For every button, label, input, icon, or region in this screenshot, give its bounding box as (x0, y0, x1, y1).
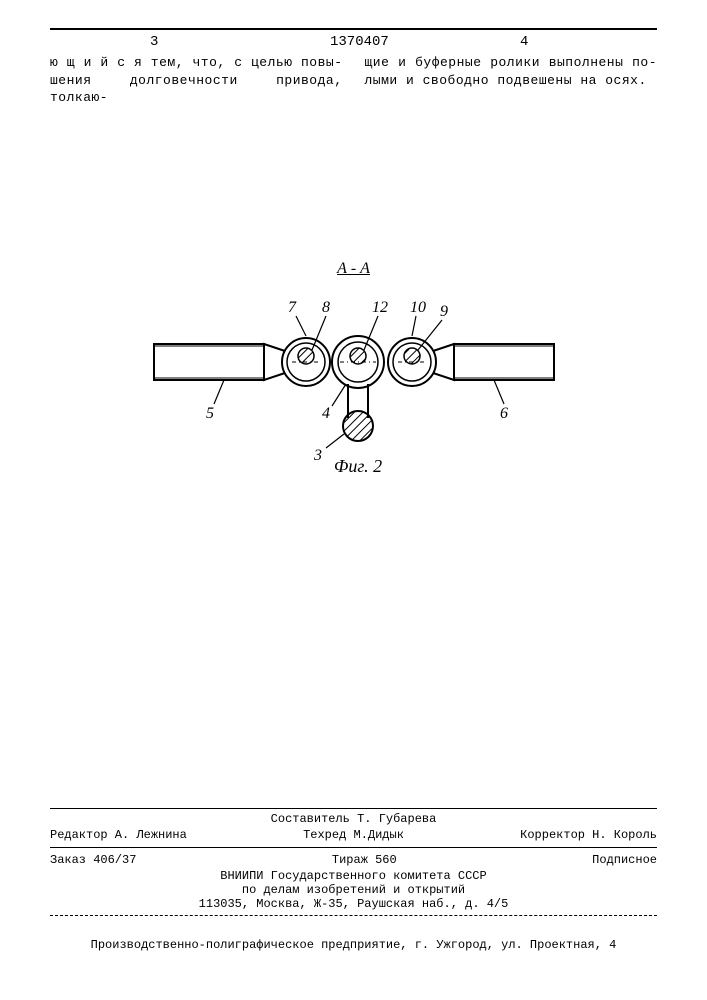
roller-mid (332, 336, 384, 388)
org2: по делам изобретений и открытий (50, 883, 657, 897)
col-right-text: щие и буферные ролики выполнены по- лыми… (365, 54, 658, 89)
org1: ВНИИПИ Государственного комитета СССР (50, 869, 657, 883)
col-right: щие и буферные ролики выполнены по- лыми… (365, 54, 658, 107)
label-10: 10 (410, 299, 426, 316)
credits-block: Составитель Т. Губарева Редактор А. Лежн… (50, 805, 657, 920)
body-columns: ю щ и й с я тем, что, с целью повы- шени… (50, 54, 657, 107)
label-5: 5 (206, 405, 214, 422)
roller-right (388, 338, 436, 386)
label-9: 9 (440, 303, 448, 320)
section-label: А - А (337, 260, 370, 278)
label-12: 12 (372, 299, 388, 316)
label-8: 8 (322, 299, 330, 316)
page: 3 1370407 4 ю щ и й с я тем, что, с цель… (0, 0, 707, 1000)
left-bar (154, 344, 294, 380)
editor: Редактор А. Лежнина (50, 828, 187, 842)
tirazh: Тираж 560 (332, 853, 397, 867)
label-7: 7 (288, 299, 297, 316)
right-bar (424, 344, 554, 380)
subscript: Подписное (592, 853, 657, 867)
col-left: ю щ и й с я тем, что, с целью повы- шени… (50, 54, 343, 107)
bottom-shaft (343, 411, 373, 441)
printer-line: Производственно-полиграфическое предприя… (50, 938, 657, 952)
label-4: 4 (322, 405, 330, 422)
compiler: Составитель Т. Губарева (50, 812, 657, 826)
figure-svg: 7 8 12 10 9 5 6 4 (134, 284, 574, 494)
col-num-left: 3 (150, 34, 158, 50)
corrector: Корректор Н. Король (520, 828, 657, 842)
address: 113035, Москва, Ж-35, Раушская наб., д. … (50, 897, 657, 911)
techred: Техред М.Дидык (303, 828, 404, 842)
label-3: 3 (313, 447, 322, 464)
doc-number: 1370407 (330, 34, 389, 50)
col-num-right: 4 (520, 34, 528, 50)
order: Заказ 406/37 (50, 853, 136, 867)
rule-top (50, 28, 657, 30)
col-left-text: ю щ и й с я тем, что, с целью повы- шени… (50, 54, 343, 107)
figure: А - А (0, 260, 707, 494)
figure-caption: Фиг. 2 (333, 456, 381, 476)
label-6: 6 (500, 405, 508, 422)
roller-left (282, 338, 330, 386)
